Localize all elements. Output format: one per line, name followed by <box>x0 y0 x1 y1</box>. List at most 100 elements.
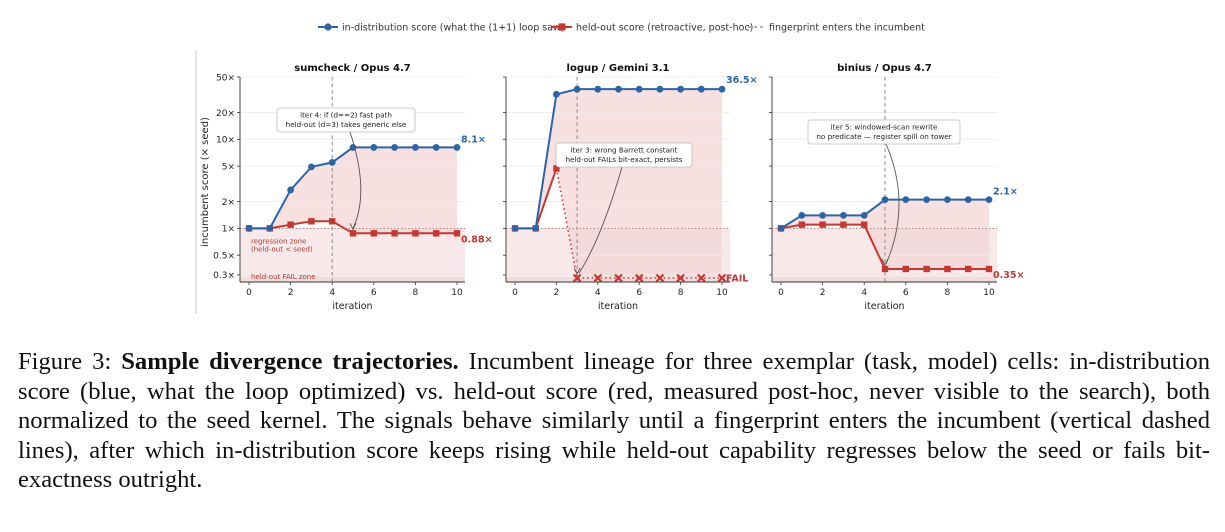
in-dist-point <box>677 85 684 93</box>
in-dist-point <box>902 196 910 204</box>
annotation-text: no predicate — register spill on tower <box>816 132 951 141</box>
held-out-point <box>861 221 868 228</box>
held-out-fail-marker <box>717 273 727 283</box>
held-out-end-label: 0.88× <box>461 234 492 245</box>
x-tick-label: 2 <box>288 288 294 298</box>
in-dist-point <box>777 224 785 232</box>
in-dist-point <box>860 211 868 219</box>
held-out-fail-marker <box>593 273 603 283</box>
in-dist-point <box>432 144 440 151</box>
held-out-fail-marker <box>634 273 644 283</box>
in-dist-point <box>656 85 664 93</box>
x-tick-label: 10 <box>716 288 728 298</box>
in-dist-point <box>511 224 519 232</box>
held-out-fail-line <box>555 168 722 279</box>
figure-caption: Figure 3: Sample divergence trajectories… <box>18 347 1210 495</box>
regression-zone-label: regression zone <box>251 237 306 245</box>
held-out-fail-marker <box>655 273 665 283</box>
in-dist-point <box>594 85 602 93</box>
held-out-end-label: 0.35× <box>993 270 1024 281</box>
legend-in-dist-label: in-distribution score (what the (1+1) lo… <box>342 23 565 34</box>
x-tick-label: 2 <box>554 288 560 298</box>
x-tick-label: 0 <box>246 288 252 298</box>
in-dist-point <box>308 163 315 171</box>
held-out-point <box>453 230 461 237</box>
legend-in-dist-marker <box>324 23 332 31</box>
legend-fingerprint-label: fingerprint enters the incumbent <box>769 23 925 34</box>
held-out-point <box>391 230 398 237</box>
in-dist-point <box>985 196 993 204</box>
y-tick-label: 5× <box>222 162 235 172</box>
annotation-text: held-out (d=3) takes generic else <box>286 120 407 129</box>
panel-2: 0 2 4 6 8 10 iteration binius / Opus 4.7 2.1× 0.3… <box>769 63 1024 312</box>
legend-held-out-label: held-out score (retroactive, post-hoc) <box>576 23 753 34</box>
in-dist-end-label: 8.1× <box>461 134 486 145</box>
in-dist-point <box>615 85 622 93</box>
y-tick-label: 10× <box>216 136 235 146</box>
in-dist-point <box>245 224 253 232</box>
held-out-point <box>349 230 357 237</box>
annotation-arrowhead <box>881 258 889 266</box>
panel-title: binius / Opus 4.7 <box>837 63 932 74</box>
fail-zone <box>240 276 465 282</box>
held-out-point <box>412 230 419 237</box>
figure: in-distribution score (what the (1+1) lo… <box>195 23 1024 314</box>
in-dist-point <box>370 144 378 151</box>
annotation-arrow <box>349 131 362 229</box>
x-tick-label: 0 <box>778 288 784 298</box>
annotation-arrowhead <box>349 223 357 231</box>
held-out-fail-marker <box>676 273 685 283</box>
in-dist-point <box>532 224 540 232</box>
annotation-arrowhead <box>573 267 581 276</box>
x-tick-label: 10 <box>451 288 463 298</box>
in-dist-point <box>798 211 806 219</box>
in-dist-point <box>391 144 398 151</box>
held-out-fail-marker <box>572 273 582 283</box>
annotation-arrow <box>885 143 900 265</box>
in-dist-end-label: 36.5× <box>726 75 757 86</box>
x-tick-label: 4 <box>861 288 867 298</box>
annotation-box <box>276 107 416 133</box>
in-dist-end-label: 2.1× <box>993 187 1018 198</box>
legend-held-out-marker <box>558 23 566 31</box>
x-tick-label: 2 <box>820 288 826 298</box>
y-tick-label: 1× <box>222 225 235 235</box>
in-dist-point <box>840 211 847 219</box>
held-out-point <box>965 265 972 273</box>
y-tick-label: 50× <box>216 73 235 83</box>
x-tick-label: 6 <box>371 288 377 298</box>
divergence-fill <box>249 147 457 234</box>
in-dist-point <box>718 85 726 93</box>
panel-title: logup / Gemini 3.1 <box>567 63 670 74</box>
held-out-fail-marker <box>697 273 706 283</box>
y-axis-label: incumbent score (× seed) <box>200 117 211 247</box>
x-tick-label: 8 <box>413 288 419 298</box>
held-out-point <box>553 165 560 172</box>
in-dist-point <box>453 144 461 151</box>
x-tick-label: 8 <box>945 288 951 298</box>
figure-svg: in-distribution score (what the (1+1) lo… <box>195 23 1024 314</box>
held-out-point <box>985 265 993 273</box>
caption-text: Incumbent lineage for three exemplar (ta… <box>18 348 1210 493</box>
in-dist-point <box>573 85 581 93</box>
in-dist-point <box>553 90 560 98</box>
held-out-fail-marker <box>614 273 623 283</box>
x-tick-label: 0 <box>512 288 518 298</box>
held-out-point <box>798 221 805 228</box>
x-tick-label: 6 <box>903 288 909 298</box>
in-dist-point <box>412 144 419 151</box>
annotation-text: iter 3: wrong Barrett constant <box>571 146 678 155</box>
annotation-box <box>555 142 693 168</box>
held-out-point <box>923 265 930 273</box>
annotation-text: held-out FAILs bit-exact, persists <box>565 155 682 164</box>
x-tick-label: 10 <box>983 288 995 298</box>
held-out-point <box>944 265 951 273</box>
held-out-point <box>329 218 336 225</box>
held-out-point <box>287 221 294 228</box>
in-dist-point <box>819 211 826 219</box>
y-tick-label: 0.5× <box>213 251 235 261</box>
held-out-point <box>902 265 909 273</box>
x-axis-label: iteration <box>598 301 638 312</box>
fail-zone-label: held-out FAIL zone <box>251 273 316 281</box>
in-dist-point <box>287 186 294 194</box>
